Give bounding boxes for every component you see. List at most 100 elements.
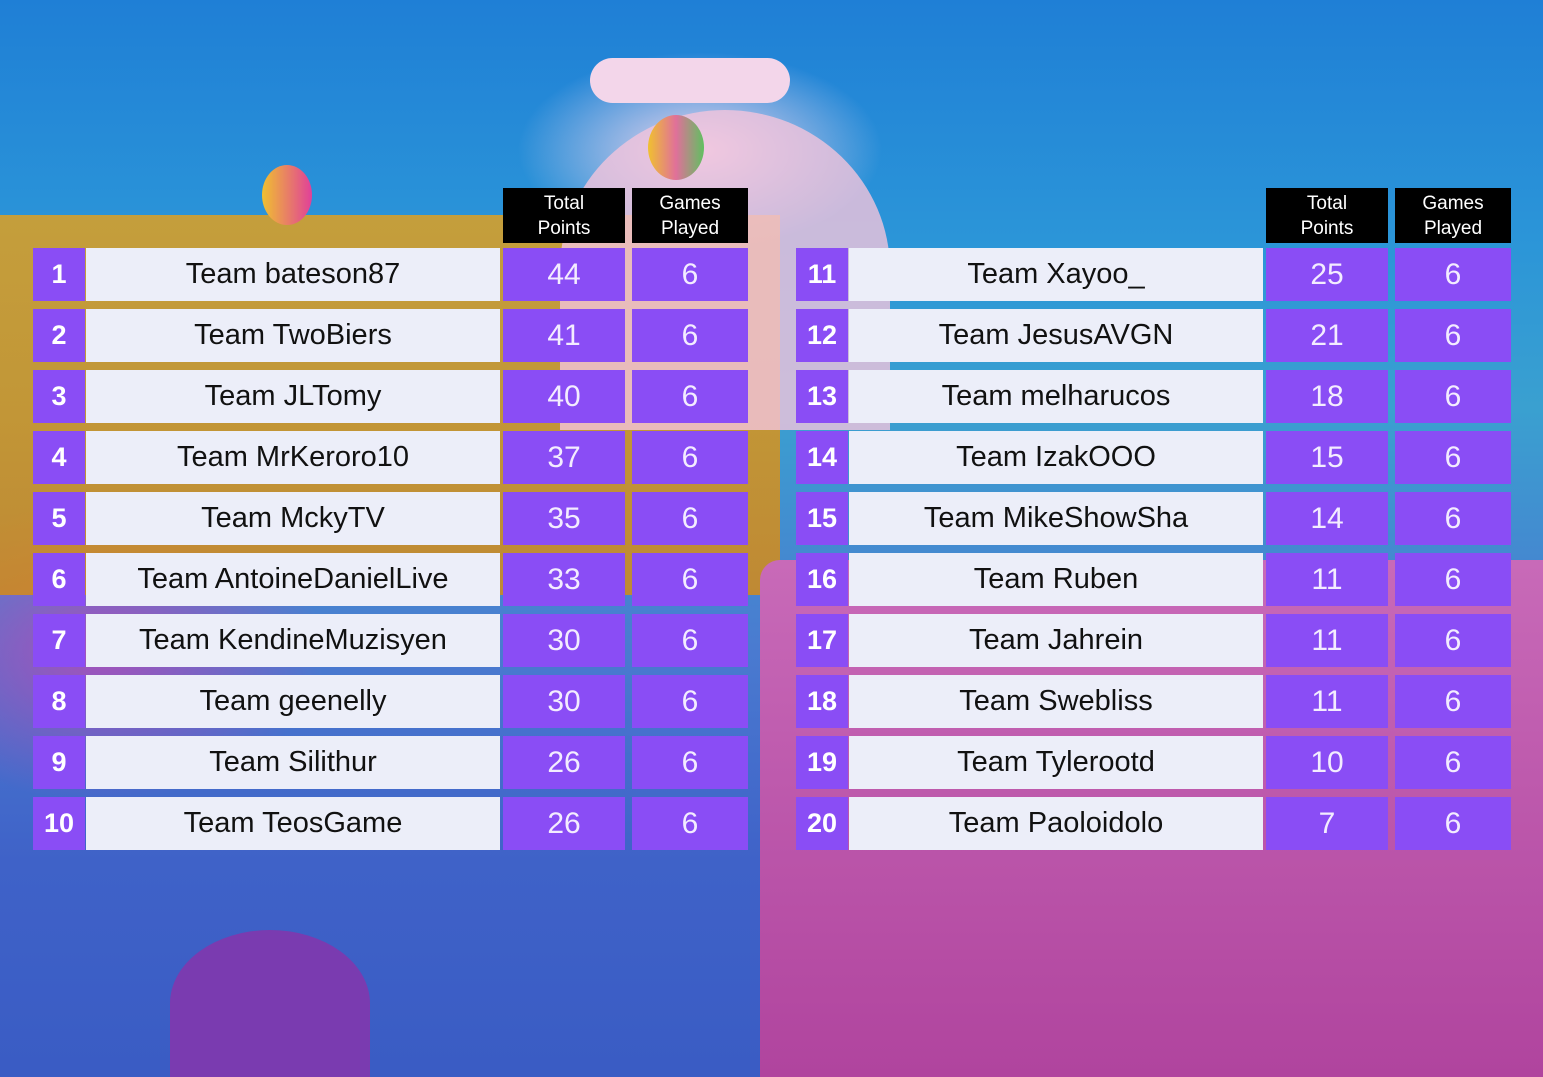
table-row: 13 Team melharucos 18 6 bbox=[796, 370, 1512, 423]
rank-cell: 20 bbox=[796, 797, 848, 850]
rank-cell: 18 bbox=[796, 675, 848, 728]
header-text: Played bbox=[660, 217, 720, 239]
leaderboard-left: Total Points Games Played 1 Team bateson8… bbox=[33, 188, 749, 851]
team-name: Team geenelly bbox=[86, 675, 500, 728]
total-points: 11 bbox=[1266, 614, 1388, 667]
header-text: Total bbox=[543, 192, 585, 214]
header-total-points: Total Points bbox=[503, 188, 625, 243]
table-row: 2 Team TwoBiers 41 6 bbox=[33, 309, 749, 362]
total-points: 11 bbox=[1266, 675, 1388, 728]
games-played: 6 bbox=[632, 248, 748, 301]
games-played: 6 bbox=[1395, 797, 1511, 850]
rank-cell: 11 bbox=[796, 248, 848, 301]
total-points: 25 bbox=[1266, 248, 1388, 301]
team-name: Team JesusAVGN bbox=[849, 309, 1263, 362]
total-points: 41 bbox=[503, 309, 625, 362]
team-name: Team MikeShowSha bbox=[849, 492, 1263, 545]
header-total-points: Total Points bbox=[1266, 188, 1388, 243]
table-row: 11 Team Xayoo_ 25 6 bbox=[796, 248, 1512, 301]
games-played: 6 bbox=[1395, 736, 1511, 789]
rank-cell: 12 bbox=[796, 309, 848, 362]
total-points: 33 bbox=[503, 553, 625, 606]
total-points: 37 bbox=[503, 431, 625, 484]
games-played: 6 bbox=[1395, 431, 1511, 484]
rank-cell: 17 bbox=[796, 614, 848, 667]
table-row: 16 Team Ruben 11 6 bbox=[796, 553, 1512, 606]
header-text: Points bbox=[1300, 217, 1354, 239]
header-text: Played bbox=[1423, 217, 1483, 239]
rank-cell: 7 bbox=[33, 614, 85, 667]
team-name: Team MckyTV bbox=[86, 492, 500, 545]
header-text: Games bbox=[659, 192, 721, 214]
rank-cell: 3 bbox=[33, 370, 85, 423]
table-row: 20 Team Paoloidolo 7 6 bbox=[796, 797, 1512, 850]
header-text: Total bbox=[1306, 192, 1348, 214]
games-played: 6 bbox=[1395, 248, 1511, 301]
table-row: 17 Team Jahrein 11 6 bbox=[796, 614, 1512, 667]
team-name: Team Swebliss bbox=[849, 675, 1263, 728]
table-row: 9 Team Silithur 26 6 bbox=[33, 736, 749, 789]
total-points: 7 bbox=[1266, 797, 1388, 850]
background-character bbox=[170, 930, 370, 1077]
rank-cell: 2 bbox=[33, 309, 85, 362]
total-points: 10 bbox=[1266, 736, 1388, 789]
games-played: 6 bbox=[632, 797, 748, 850]
team-name: Team MrKeroro10 bbox=[86, 431, 500, 484]
rank-cell: 6 bbox=[33, 553, 85, 606]
rank-cell: 4 bbox=[33, 431, 85, 484]
table-row: 12 Team JesusAVGN 21 6 bbox=[796, 309, 1512, 362]
total-points: 18 bbox=[1266, 370, 1388, 423]
table-row: 5 Team MckyTV 35 6 bbox=[33, 492, 749, 545]
rank-cell: 16 bbox=[796, 553, 848, 606]
total-points: 21 bbox=[1266, 309, 1388, 362]
table-row: 6 Team AntoineDanielLive 33 6 bbox=[33, 553, 749, 606]
games-played: 6 bbox=[1395, 370, 1511, 423]
header-text: Points bbox=[537, 217, 591, 239]
rank-cell: 13 bbox=[796, 370, 848, 423]
games-played: 6 bbox=[632, 736, 748, 789]
team-name: Team Jahrein bbox=[849, 614, 1263, 667]
team-name: Team Ruben bbox=[849, 553, 1263, 606]
background-balloon bbox=[262, 165, 312, 225]
rank-cell: 10 bbox=[33, 797, 85, 850]
header-games-played: Games Played bbox=[1395, 188, 1511, 243]
rank-cell: 14 bbox=[796, 431, 848, 484]
team-name: Team JLTomy bbox=[86, 370, 500, 423]
table-row: 19 Team Tylerootd 10 6 bbox=[796, 736, 1512, 789]
total-points: 11 bbox=[1266, 553, 1388, 606]
rank-cell: 15 bbox=[796, 492, 848, 545]
table-row: 3 Team JLTomy 40 6 bbox=[33, 370, 749, 423]
total-points: 26 bbox=[503, 797, 625, 850]
table-row: 10 Team TeosGame 26 6 bbox=[33, 797, 749, 850]
team-name: Team AntoineDanielLive bbox=[86, 553, 500, 606]
table-row: 4 Team MrKeroro10 37 6 bbox=[33, 431, 749, 484]
total-points: 30 bbox=[503, 614, 625, 667]
team-name: Team KendineMuzisyen bbox=[86, 614, 500, 667]
team-name: Team TeosGame bbox=[86, 797, 500, 850]
header-text: Games bbox=[1422, 192, 1484, 214]
rank-cell: 9 bbox=[33, 736, 85, 789]
table-row: 7 Team KendineMuzisyen 30 6 bbox=[33, 614, 749, 667]
games-played: 6 bbox=[632, 553, 748, 606]
total-points: 35 bbox=[503, 492, 625, 545]
background-cloud bbox=[590, 58, 790, 103]
team-name: Team Xayoo_ bbox=[849, 248, 1263, 301]
team-name: Team TwoBiers bbox=[86, 309, 500, 362]
table-row: 14 Team IzakOOO 15 6 bbox=[796, 431, 1512, 484]
table-row: 18 Team Swebliss 11 6 bbox=[796, 675, 1512, 728]
table-row: 1 Team bateson87 44 6 bbox=[33, 248, 749, 301]
rank-cell: 8 bbox=[33, 675, 85, 728]
games-played: 6 bbox=[632, 675, 748, 728]
rank-cell: 19 bbox=[796, 736, 848, 789]
total-points: 44 bbox=[503, 248, 625, 301]
header-games-played: Games Played bbox=[632, 188, 748, 243]
table-row: 15 Team MikeShowSha 14 6 bbox=[796, 492, 1512, 545]
games-played: 6 bbox=[1395, 553, 1511, 606]
games-played: 6 bbox=[632, 309, 748, 362]
total-points: 30 bbox=[503, 675, 625, 728]
team-name: Team melharucos bbox=[849, 370, 1263, 423]
games-played: 6 bbox=[1395, 675, 1511, 728]
team-name: Team Tylerootd bbox=[849, 736, 1263, 789]
games-played: 6 bbox=[1395, 614, 1511, 667]
team-name: Team IzakOOO bbox=[849, 431, 1263, 484]
